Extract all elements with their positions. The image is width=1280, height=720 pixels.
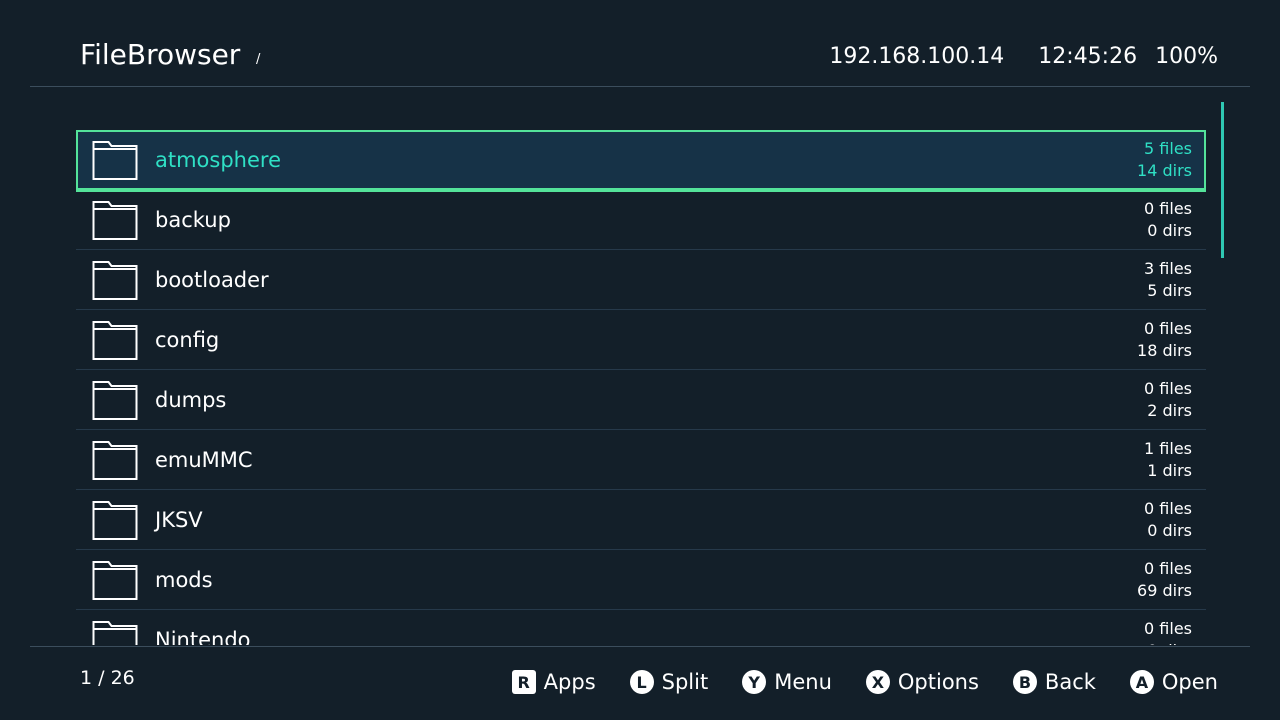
ip-address: 192.168.100.14 — [829, 44, 1005, 69]
folder-counts: 0 files 18 dirs — [1137, 318, 1192, 362]
a-button-icon: A — [1129, 670, 1154, 694]
file-count: 5 files — [1144, 139, 1192, 158]
app-title: FileBrowser — [80, 38, 241, 71]
file-count: 0 files — [1144, 199, 1192, 218]
folder-name: JKSV — [155, 507, 203, 532]
file-count: 3 files — [1144, 259, 1192, 278]
file-count: 0 files — [1144, 499, 1192, 518]
scrollbar[interactable] — [1221, 102, 1224, 258]
l-button-icon: L — [629, 670, 654, 694]
folder-icon — [92, 379, 138, 421]
folder-name: bootloader — [155, 267, 269, 292]
header-divider — [30, 86, 1250, 87]
folder-row[interactable]: dumps 0 files 2 dirs — [76, 370, 1206, 430]
folder-icon — [92, 439, 138, 481]
button-label: Apps — [543, 670, 596, 694]
button-label: Menu — [774, 670, 832, 694]
dir-count: 14 dirs — [1137, 161, 1192, 180]
button-back[interactable]: B Back — [1012, 670, 1096, 694]
file-count: 1 files — [1144, 439, 1192, 458]
file-count: 0 files — [1144, 319, 1192, 338]
dir-count: 0 dirs — [1147, 221, 1192, 240]
button-hints: R Apps L Split Y Menu X Options B Back A Open — [511, 670, 1218, 694]
button-menu[interactable]: Y Menu — [742, 670, 832, 694]
file-list: atmosphere 5 files 14 dirs backup 0 file… — [76, 130, 1206, 645]
current-path: / — [256, 52, 261, 67]
file-count: 0 files — [1144, 559, 1192, 578]
folder-row[interactable]: backup 0 files 0 dirs — [76, 190, 1206, 250]
dir-count: 69 dirs — [1137, 581, 1192, 600]
dir-count: 2 dirs — [1147, 401, 1192, 420]
folder-row[interactable]: bootloader 3 files 5 dirs — [76, 250, 1206, 310]
clock: 12:45:26 — [1038, 44, 1138, 69]
button-label: Options — [897, 670, 979, 694]
folder-row[interactable]: mods 0 files 69 dirs — [76, 550, 1206, 610]
button-label: Open — [1161, 670, 1218, 694]
folder-row[interactable]: atmosphere 5 files 14 dirs — [76, 130, 1206, 192]
dir-count: 0 dirs — [1144, 640, 1192, 645]
file-count: 0 files — [1144, 379, 1192, 398]
folder-counts: 0 files 0 dirs — [1144, 618, 1192, 645]
folder-icon — [92, 319, 138, 361]
folder-name: emuMMC — [155, 447, 253, 472]
file-count: 0 files — [1144, 619, 1192, 638]
button-open[interactable]: A Open — [1129, 670, 1218, 694]
folder-name: atmosphere — [155, 148, 281, 172]
folder-name: Nintendo — [155, 627, 251, 646]
footer-divider — [30, 646, 1250, 647]
folder-icon — [92, 139, 138, 181]
item-position: 1 / 26 — [80, 667, 135, 689]
folder-name: dumps — [155, 387, 227, 412]
button-label: Back — [1044, 670, 1096, 694]
folder-row[interactable]: config 0 files 18 dirs — [76, 310, 1206, 370]
folder-icon — [92, 259, 138, 301]
folder-row[interactable]: emuMMC 1 files 1 dirs — [76, 430, 1206, 490]
y-button-icon: Y — [742, 670, 767, 694]
folder-name: backup — [155, 207, 231, 232]
folder-name: mods — [155, 567, 213, 592]
b-button-icon: B — [1012, 670, 1037, 694]
dir-count: 0 dirs — [1147, 521, 1192, 540]
folder-counts: 5 files 14 dirs — [1137, 138, 1192, 182]
folder-counts: 0 files 0 dirs — [1144, 198, 1192, 242]
x-button-icon: X — [865, 670, 890, 694]
dir-count: 5 dirs — [1147, 281, 1192, 300]
folder-counts: 0 files 69 dirs — [1137, 558, 1192, 602]
folder-counts: 1 files 1 dirs — [1144, 438, 1192, 482]
status-bar: 192.168.100.14 12:45:26 100% — [829, 44, 1218, 69]
folder-icon — [92, 559, 138, 601]
folder-counts: 0 files 0 dirs — [1144, 498, 1192, 542]
folder-icon — [92, 499, 138, 541]
button-label: Split — [661, 670, 709, 694]
folder-row[interactable]: JKSV 0 files 0 dirs — [76, 490, 1206, 550]
button-options[interactable]: X Options — [865, 670, 979, 694]
button-split[interactable]: L Split — [629, 670, 709, 694]
dir-count: 18 dirs — [1137, 341, 1192, 360]
battery-level: 100% — [1155, 44, 1218, 69]
folder-icon — [92, 199, 138, 241]
folder-counts: 0 files 2 dirs — [1144, 378, 1192, 422]
button-apps[interactable]: R Apps — [511, 670, 596, 694]
folder-counts: 3 files 5 dirs — [1144, 258, 1192, 302]
dir-count: 1 dirs — [1147, 461, 1192, 480]
r-button-icon: R — [511, 670, 536, 694]
folder-row[interactable]: Nintendo 0 files 0 dirs — [76, 610, 1206, 645]
folder-icon — [92, 619, 138, 645]
folder-name: config — [155, 327, 220, 352]
